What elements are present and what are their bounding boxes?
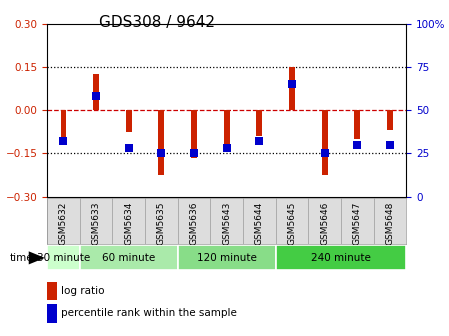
Text: time: time xyxy=(10,253,34,263)
Bar xyxy=(47,245,80,270)
Polygon shape xyxy=(29,251,45,264)
Text: GSM5643: GSM5643 xyxy=(222,202,231,245)
Text: GDS308 / 9642: GDS308 / 9642 xyxy=(99,15,215,30)
Text: GSM5633: GSM5633 xyxy=(92,202,101,245)
Text: GSM5634: GSM5634 xyxy=(124,202,133,245)
Bar xyxy=(256,110,262,136)
Bar xyxy=(354,110,360,139)
Text: GSM5644: GSM5644 xyxy=(255,202,264,245)
Text: log ratio: log ratio xyxy=(61,286,104,296)
Text: 60 minute: 60 minute xyxy=(102,253,155,263)
Bar xyxy=(224,110,230,145)
Text: GSM5648: GSM5648 xyxy=(386,202,395,245)
Text: GSM5646: GSM5646 xyxy=(320,202,329,245)
Bar xyxy=(61,110,66,139)
Bar xyxy=(158,110,164,175)
Bar xyxy=(191,110,197,158)
Bar xyxy=(387,110,393,130)
Text: GSM5645: GSM5645 xyxy=(287,202,296,245)
Bar xyxy=(276,245,406,270)
Text: GSM5647: GSM5647 xyxy=(353,202,362,245)
Text: 30 minute: 30 minute xyxy=(37,253,90,263)
Text: GSM5636: GSM5636 xyxy=(189,202,198,245)
Bar xyxy=(178,245,276,270)
Bar xyxy=(126,110,132,132)
Bar xyxy=(93,74,99,110)
Bar xyxy=(80,245,178,270)
Text: percentile rank within the sample: percentile rank within the sample xyxy=(61,308,237,319)
Bar xyxy=(289,67,295,110)
Text: 240 minute: 240 minute xyxy=(311,253,371,263)
Text: GSM5635: GSM5635 xyxy=(157,202,166,245)
Text: 120 minute: 120 minute xyxy=(197,253,257,263)
Text: GSM5632: GSM5632 xyxy=(59,202,68,245)
Bar xyxy=(322,110,328,175)
